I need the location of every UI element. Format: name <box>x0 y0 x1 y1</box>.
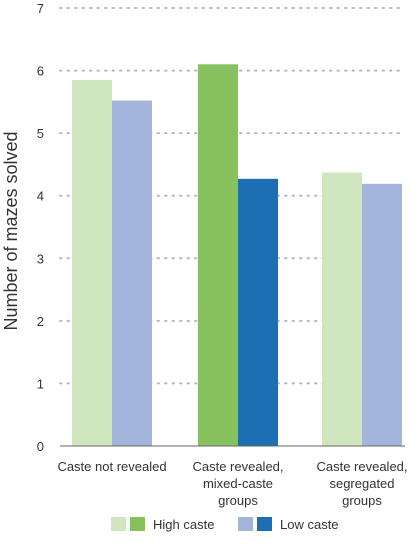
legend-swatch <box>257 517 272 531</box>
bar-high-caste <box>322 172 362 446</box>
legend-swatch <box>238 517 253 531</box>
bar-high-caste <box>72 79 112 446</box>
legend-swatch <box>130 517 145 531</box>
y-tick-label: 5 <box>37 126 44 141</box>
bar-high-caste <box>198 64 238 447</box>
x-category-label: Caste revealed, mixed-caste groups <box>192 459 283 508</box>
legend-swatch <box>111 517 126 531</box>
y-tick-label: 6 <box>37 64 44 79</box>
x-category-label: Caste revealed, segregated groups <box>316 459 407 508</box>
legend-label: High caste <box>153 517 214 532</box>
x-axis-categories: Caste not revealed Caste revealed, mixed-c… <box>57 459 407 508</box>
legend: High caste Low caste <box>111 517 339 532</box>
bar-low-caste <box>238 178 278 446</box>
legend-label: Low caste <box>280 517 339 532</box>
y-tick-label: 4 <box>37 189 44 204</box>
bar-low-caste <box>112 100 152 446</box>
y-tick-label: 7 <box>37 1 44 16</box>
y-tick-label: 3 <box>37 251 44 266</box>
y-axis-label: Number of mazes solved <box>1 131 21 330</box>
bars <box>72 64 402 447</box>
y-tick-label: 0 <box>37 439 44 454</box>
y-axis-ticks: 0 1 2 3 4 5 6 7 <box>37 1 44 454</box>
x-category-label: Caste not revealed <box>57 459 166 474</box>
y-tick-label: 1 <box>37 376 44 391</box>
bar-low-caste <box>362 183 402 446</box>
y-tick-label: 2 <box>37 314 44 329</box>
